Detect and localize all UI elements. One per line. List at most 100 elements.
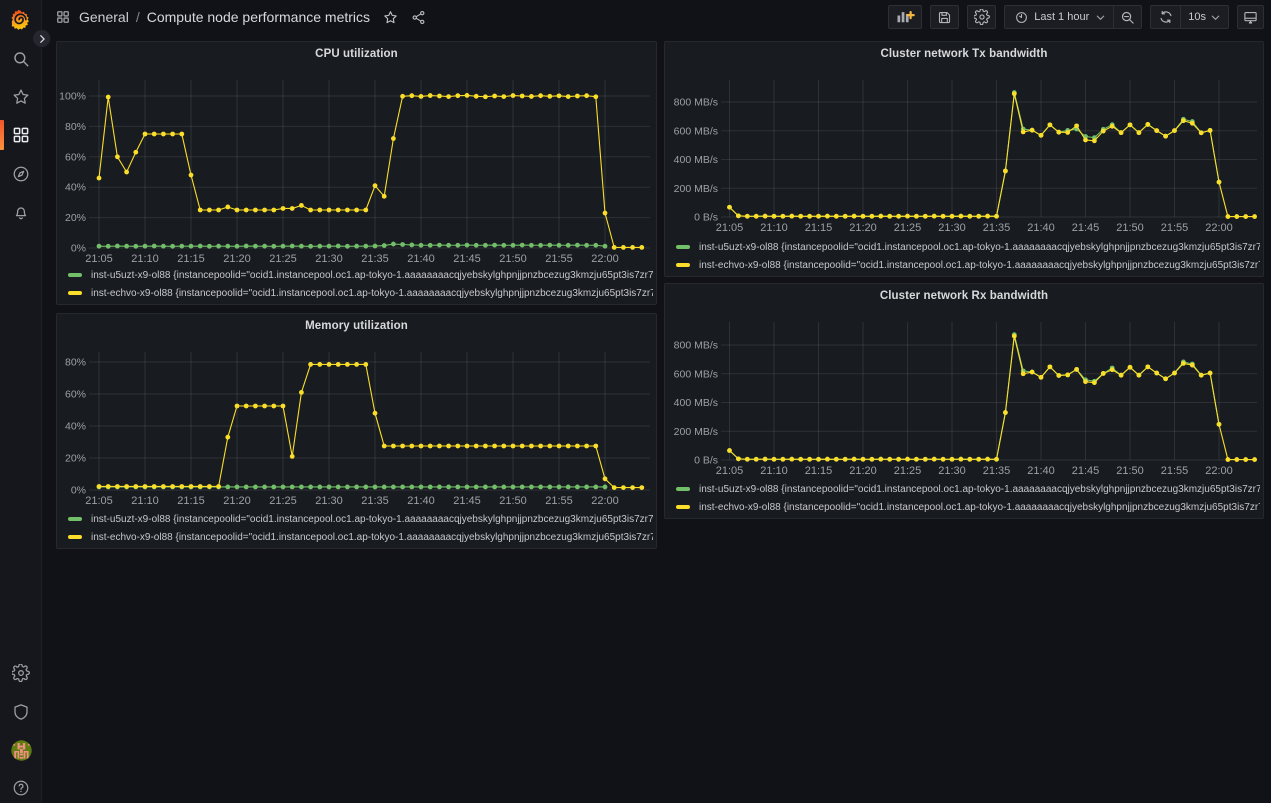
sidebar-starred[interactable]: [0, 78, 42, 116]
add-panel-button[interactable]: [888, 5, 923, 29]
dashboard-settings-button[interactable]: [967, 5, 997, 29]
x-tick-label: 21:45: [1072, 465, 1100, 477]
sidebar-configuration[interactable]: [0, 654, 42, 692]
apps-breadcrumb-icon: [56, 10, 70, 24]
sidebar-alerting[interactable]: [0, 194, 42, 232]
star-icon: [13, 89, 29, 104]
x-tick-label: 21:15: [805, 222, 833, 234]
x-tick-label: 21:35: [983, 222, 1011, 234]
x-tick-label: 21:05: [85, 253, 113, 265]
x-tick-label: 21:20: [223, 495, 251, 507]
legend-swatch-yellow[interactable]: [68, 291, 82, 295]
refresh-group: 10s: [1150, 5, 1229, 29]
y-tick-label: 40%: [65, 421, 86, 433]
y-tick-label: 100%: [59, 91, 86, 103]
legend-swatch-green[interactable]: [68, 517, 82, 521]
panel-title[interactable]: Cluster network Tx bandwidth: [880, 48, 1048, 60]
panel-title[interactable]: CPU utilization: [315, 48, 398, 60]
y-tick-label: 0%: [71, 243, 86, 255]
expand-sidebar-button[interactable]: [32, 29, 51, 48]
x-tick-label: 21:10: [131, 495, 159, 507]
x-tick-label: 21:10: [760, 222, 788, 234]
y-tick-label: 600 MB/s: [674, 125, 718, 137]
star-dashboard-button[interactable]: [380, 7, 401, 28]
chevron-down-icon: [1096, 15, 1105, 20]
x-tick-label: 21:30: [315, 495, 343, 507]
x-tick-label: 22:00: [1205, 465, 1233, 477]
legend-label[interactable]: inst-u5uzt-x9-ol88 {instancepoolid="ocid…: [699, 483, 1260, 495]
y-tick-label: 400 MB/s: [674, 397, 718, 409]
panel-title[interactable]: Memory utilization: [305, 320, 408, 332]
legend-swatch-yellow[interactable]: [676, 263, 690, 267]
time-series-chart[interactable]: 0 B/s 200 MB/s 400 MB/s 600 MB/s 800 MB/s 21:…: [665, 284, 1263, 518]
panel-cluster-network-tx-bandwidth: Cluster network Tx bandwidth 0 B/s 200 MB/…: [664, 41, 1264, 277]
sidebar-dashboards[interactable]: [0, 116, 42, 154]
time-series-chart[interactable]: 0% 20% 40% 60% 80% 21:05 21:10 21:15 21:20 21:25 2…: [57, 314, 656, 548]
legend-label[interactable]: inst-echvo-x9-ol88 {instancepoolid="ocid…: [91, 287, 653, 299]
x-tick-label: 21:20: [849, 222, 877, 234]
x-tick-label: 21:30: [315, 253, 343, 265]
x-tick-label: 21:55: [1161, 465, 1189, 477]
y-tick-label: 800 MB/s: [674, 340, 718, 352]
y-tick-label: 20%: [65, 453, 86, 465]
time-series-chart[interactable]: 0 B/s 200 MB/s 400 MB/s 600 MB/s 800 MB/s 21:…: [665, 42, 1263, 276]
x-tick-label: 21:10: [760, 465, 788, 477]
sidebar-server-admin[interactable]: [0, 693, 42, 731]
legend-swatch-yellow[interactable]: [68, 535, 82, 539]
gear-icon: [973, 9, 990, 25]
x-tick-label: 21:45: [1072, 222, 1100, 234]
x-tick-label: 21:50: [1116, 465, 1144, 477]
panel-cpu-utilization: CPU utilization 0% 20% 40% 60% 80% 100% 21:05 21…: [56, 41, 657, 305]
legend-item: inst-echvo-x9-ol88 {instancepoolid="ocid…: [68, 284, 653, 302]
shield-icon: [14, 704, 28, 720]
legend-label[interactable]: inst-u5uzt-x9-ol88 {instancepoolid="ocid…: [91, 513, 653, 525]
legend-swatch-yellow[interactable]: [676, 505, 690, 509]
legend-swatch-green[interactable]: [676, 487, 690, 491]
x-tick-label: 21:25: [269, 253, 297, 265]
legend-label[interactable]: inst-echvo-x9-ol88 {instancepoolid="ocid…: [91, 531, 653, 543]
share-dashboard-button[interactable]: [408, 7, 429, 28]
refresh-button[interactable]: [1151, 6, 1180, 28]
time-range-picker[interactable]: Last 1 hour: [1005, 6, 1113, 28]
cycle-view-mode-button[interactable]: [1237, 5, 1264, 29]
x-tick-label: 21:40: [407, 253, 435, 265]
x-tick-label: 22:00: [591, 253, 619, 265]
legend: inst-u5uzt-x9-ol88 {instancepoolid="ocid…: [676, 238, 1260, 274]
sidebar-profile[interactable]: [0, 731, 42, 769]
x-tick-label: 21:15: [177, 495, 205, 507]
time-picker-group: Last 1 hour: [1004, 5, 1143, 29]
grafana-logo[interactable]: [10, 9, 31, 30]
legend-label[interactable]: inst-u5uzt-x9-ol88 {instancepoolid="ocid…: [699, 241, 1260, 253]
sidebar-search[interactable]: [0, 40, 42, 78]
y-tick-label: 40%: [65, 182, 86, 194]
x-tick-label: 21:40: [1027, 222, 1055, 234]
breadcrumb-dashboard-title: Compute node performance metrics: [146, 9, 371, 25]
x-tick-label: 21:50: [499, 495, 527, 507]
sidebar: [0, 0, 51, 803]
panel-title[interactable]: Cluster network Rx bandwidth: [879, 290, 1049, 302]
sidebar-explore[interactable]: [0, 155, 42, 193]
x-tick-label: 21:45: [453, 253, 481, 265]
sidebar-help[interactable]: [0, 769, 42, 803]
legend-swatch-green[interactable]: [68, 273, 82, 277]
zoom-out-button[interactable]: [1113, 6, 1141, 28]
legend-label[interactable]: inst-u5uzt-x9-ol88 {instancepoolid="ocid…: [91, 269, 653, 281]
legend-swatch-green[interactable]: [676, 245, 690, 249]
y-tick-label: 600 MB/s: [674, 368, 718, 380]
legend-label[interactable]: inst-echvo-x9-ol88 {instancepoolid="ocid…: [699, 259, 1260, 271]
refresh-interval-picker[interactable]: 10s: [1180, 6, 1228, 28]
legend-item: inst-echvo-x9-ol88 {instancepoolid="ocid…: [676, 256, 1260, 274]
x-tick-label: 21:05: [85, 495, 113, 507]
x-tick-label: 21:55: [1161, 222, 1189, 234]
x-tick-label: 21:35: [361, 495, 389, 507]
legend-item: inst-u5uzt-x9-ol88 {instancepoolid="ocid…: [68, 510, 653, 528]
time-series-chart[interactable]: 0% 20% 40% 60% 80% 100% 21:05 21:10 21:15 21:20 21…: [57, 42, 656, 304]
legend-item: inst-echvo-x9-ol88 {instancepoolid="ocid…: [68, 528, 653, 546]
legend-item: inst-u5uzt-x9-ol88 {instancepoolid="ocid…: [676, 480, 1260, 498]
legend-label[interactable]: inst-echvo-x9-ol88 {instancepoolid="ocid…: [699, 501, 1260, 513]
breadcrumb-folder[interactable]: General: [79, 9, 129, 25]
x-tick-label: 21:30: [938, 222, 966, 234]
save-dashboard-button[interactable]: [930, 5, 960, 29]
y-tick-label: 0 B/s: [694, 212, 718, 224]
